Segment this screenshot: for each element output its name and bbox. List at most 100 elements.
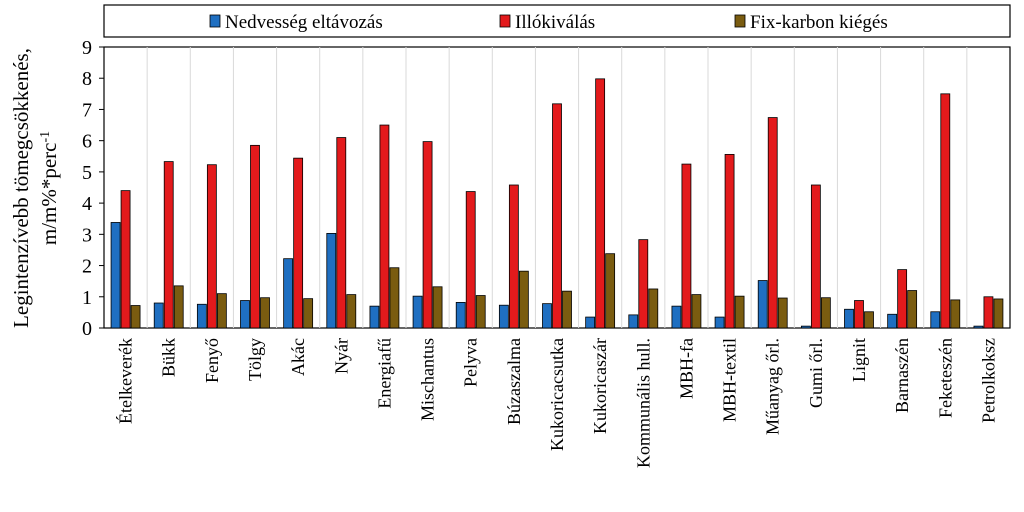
bar-moisture <box>887 313 898 329</box>
y-axis-unit-label: m/m%*perc-1 <box>37 131 61 245</box>
y-tick-label: 9 <box>82 37 92 59</box>
bar-moisture <box>757 280 768 329</box>
bar-moisture <box>240 300 250 329</box>
bar-moisture <box>498 304 509 329</box>
bar-volatiles <box>465 191 476 329</box>
bar-volatiles <box>379 124 390 329</box>
bar-fixed-carbon <box>691 294 702 329</box>
category-label: Gumi őrl. <box>806 338 826 408</box>
bar-fixed-carbon <box>173 285 184 329</box>
y-tick-label: 5 <box>82 162 92 184</box>
bar-volatiles <box>638 239 649 329</box>
bar-fixed-carbon <box>260 297 270 329</box>
bar-volatiles <box>163 161 174 329</box>
bar-volatiles <box>508 184 519 329</box>
category-label: Petrolkoksz <box>978 338 998 423</box>
bar-fixed-carbon <box>346 294 357 329</box>
bar-fixed-carbon <box>777 297 788 329</box>
legend-entry-label: Nedvesség eltávozás <box>225 12 383 33</box>
legend-swatch <box>209 14 221 28</box>
bar-volatiles <box>120 190 131 329</box>
bar-fixed-carbon <box>734 295 745 329</box>
category-label: Feketeszén <box>935 338 955 418</box>
bar-volatiles <box>206 164 217 329</box>
bar-moisture <box>973 325 984 329</box>
bar-moisture <box>283 258 294 329</box>
legend: Nedvesség eltávozás Illókiválás Fix-karbon… <box>103 4 1011 38</box>
category-label: Kommunális hull. <box>633 338 653 468</box>
bar-volatiles <box>293 157 304 329</box>
bar-moisture <box>153 302 164 329</box>
bar-fixed-carbon <box>562 290 572 329</box>
category-label: Lignit <box>849 338 869 382</box>
bar-fixed-carbon <box>130 305 141 329</box>
category-label: Nyár <box>331 338 351 374</box>
y-tick-label: 1 <box>82 287 92 309</box>
category-label: Kukoricaszár <box>590 338 610 434</box>
bar-volatiles <box>336 137 347 329</box>
bar-fixed-carbon <box>303 298 314 329</box>
y-tick-label: 8 <box>82 68 92 90</box>
category-label: MBH-textil <box>720 338 740 422</box>
legend-swatch <box>499 14 511 28</box>
bar-moisture <box>585 316 596 329</box>
legend-entry-label: Fix-karbon kiégés <box>750 12 888 33</box>
category-label: Bükk <box>159 338 179 377</box>
bar-moisture <box>671 305 682 329</box>
bar-moisture <box>412 295 423 329</box>
category-label: Műanyag őrl. <box>763 338 783 435</box>
category-label: Pelyva <box>461 338 481 387</box>
bar-volatiles <box>724 154 735 329</box>
y-tick-label: 4 <box>82 193 92 215</box>
bar-fixed-carbon <box>216 293 227 329</box>
y-tick-label: 6 <box>82 131 92 153</box>
bar-fixed-carbon <box>605 253 616 329</box>
y-axis-unit-sup: -1 <box>38 131 53 143</box>
bar-fixed-carbon <box>820 297 831 329</box>
bar-fixed-carbon <box>432 286 443 329</box>
bar-moisture <box>844 308 854 329</box>
category-label: Kukoricacsutka <box>547 338 567 451</box>
bar-fixed-carbon <box>950 299 961 329</box>
y-tick-label: 3 <box>82 224 92 246</box>
bar-volatiles <box>595 78 606 329</box>
bar-volatiles <box>552 103 562 329</box>
bar-moisture <box>628 314 639 329</box>
category-label: Tölgy <box>245 338 265 381</box>
category-label: Fenyő <box>202 338 222 383</box>
bar-volatiles <box>983 296 994 329</box>
y-tick-label: 7 <box>82 99 92 121</box>
bar-moisture <box>714 316 725 329</box>
bar-moisture <box>326 232 337 329</box>
bar-moisture <box>369 305 380 329</box>
bar-volatiles <box>681 163 692 329</box>
bar-volatiles <box>854 300 864 329</box>
bar-fixed-carbon <box>475 295 486 329</box>
bar-volatiles <box>422 141 433 329</box>
legend-entry-label: Illókiválás <box>515 12 595 33</box>
bar-volatiles <box>250 144 260 329</box>
bar-volatiles <box>810 184 821 329</box>
category-label: Energiafű <box>374 338 394 409</box>
bar-fixed-carbon <box>864 311 874 329</box>
bar-fixed-carbon <box>648 288 659 329</box>
category-label: Barnaszén <box>892 338 912 413</box>
y-tick-label: 2 <box>82 256 92 278</box>
bar-volatiles <box>940 93 951 329</box>
category-label: Mischantus <box>418 338 438 421</box>
bar-fixed-carbon <box>389 267 400 329</box>
bar-moisture <box>800 325 811 329</box>
legend-box <box>103 4 1011 38</box>
bar-moisture <box>542 303 552 329</box>
y-tick-label: 0 <box>82 318 92 340</box>
bar-moisture <box>930 311 941 329</box>
bar-fixed-carbon <box>907 290 918 329</box>
bar-moisture <box>110 222 121 329</box>
bar-moisture <box>455 301 466 329</box>
category-label: Akác <box>288 338 308 376</box>
category-label: MBH-fa <box>676 338 696 399</box>
y-axis-unit-main: m/m%*perc <box>37 143 61 246</box>
bar-moisture <box>196 303 207 329</box>
bar-fixed-carbon <box>518 270 529 329</box>
